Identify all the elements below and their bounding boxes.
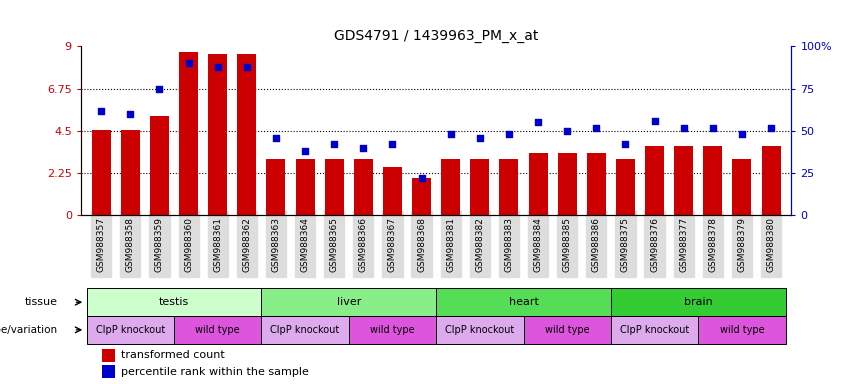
Point: [444, 131, 458, 137]
Point: [211, 64, 225, 70]
Bar: [611, 316, 698, 344]
Bar: [87, 288, 261, 316]
Bar: [523, 316, 611, 344]
Bar: [325, 159, 344, 215]
Bar: [295, 159, 315, 215]
Text: brain: brain: [684, 297, 712, 307]
Bar: [150, 116, 169, 215]
Bar: [703, 146, 722, 215]
Point: [560, 128, 574, 134]
Text: tissue: tissue: [25, 297, 58, 307]
Point: [502, 131, 516, 137]
Bar: [587, 154, 606, 215]
Point: [677, 124, 690, 131]
Bar: [528, 154, 547, 215]
Bar: [762, 146, 780, 215]
Bar: [261, 288, 437, 316]
Text: wild type: wild type: [545, 325, 590, 335]
Bar: [354, 159, 373, 215]
Point: [531, 119, 545, 126]
Bar: [611, 288, 785, 316]
Text: liver: liver: [337, 297, 361, 307]
Point: [386, 141, 399, 147]
Text: wild type: wild type: [196, 325, 240, 335]
Bar: [208, 54, 227, 215]
Text: heart: heart: [509, 297, 539, 307]
Bar: [471, 159, 489, 215]
Bar: [179, 52, 198, 215]
Text: percentile rank within the sample: percentile rank within the sample: [121, 367, 309, 377]
Text: ClpP knockout: ClpP knockout: [95, 325, 165, 335]
Point: [357, 145, 370, 151]
Bar: [698, 316, 785, 344]
Bar: [121, 130, 140, 215]
Text: wild type: wild type: [720, 325, 764, 335]
Text: ClpP knockout: ClpP knockout: [620, 325, 689, 335]
Point: [299, 148, 312, 154]
Text: genotype/variation: genotype/variation: [0, 325, 58, 335]
Point: [182, 60, 196, 66]
Point: [619, 141, 632, 147]
Bar: [349, 316, 437, 344]
Point: [152, 86, 166, 92]
Bar: [616, 159, 635, 215]
Bar: [412, 178, 431, 215]
Bar: [557, 154, 577, 215]
Point: [648, 118, 661, 124]
Bar: [102, 365, 115, 379]
Bar: [102, 349, 115, 362]
Text: ClpP knockout: ClpP knockout: [271, 325, 340, 335]
Bar: [674, 146, 694, 215]
Title: GDS4791 / 1439963_PM_x_at: GDS4791 / 1439963_PM_x_at: [334, 29, 539, 43]
Text: wild type: wild type: [370, 325, 414, 335]
Point: [735, 131, 749, 137]
Text: ClpP knockout: ClpP knockout: [445, 325, 515, 335]
Point: [240, 64, 254, 70]
Point: [590, 124, 603, 131]
Point: [414, 175, 428, 181]
Bar: [383, 167, 402, 215]
Bar: [237, 54, 256, 215]
Bar: [266, 159, 285, 215]
Bar: [87, 316, 174, 344]
Point: [473, 135, 487, 141]
Bar: [437, 288, 611, 316]
Point: [94, 108, 108, 114]
Bar: [437, 316, 523, 344]
Bar: [261, 316, 349, 344]
Bar: [92, 130, 111, 215]
Text: transformed count: transformed count: [121, 350, 225, 360]
Point: [269, 135, 283, 141]
Point: [764, 124, 778, 131]
Text: testis: testis: [159, 297, 189, 307]
Point: [123, 111, 137, 117]
Point: [328, 141, 341, 147]
Bar: [441, 159, 460, 215]
Bar: [174, 316, 261, 344]
Point: [706, 124, 720, 131]
Bar: [733, 159, 751, 215]
Bar: [645, 146, 664, 215]
Bar: [500, 159, 518, 215]
